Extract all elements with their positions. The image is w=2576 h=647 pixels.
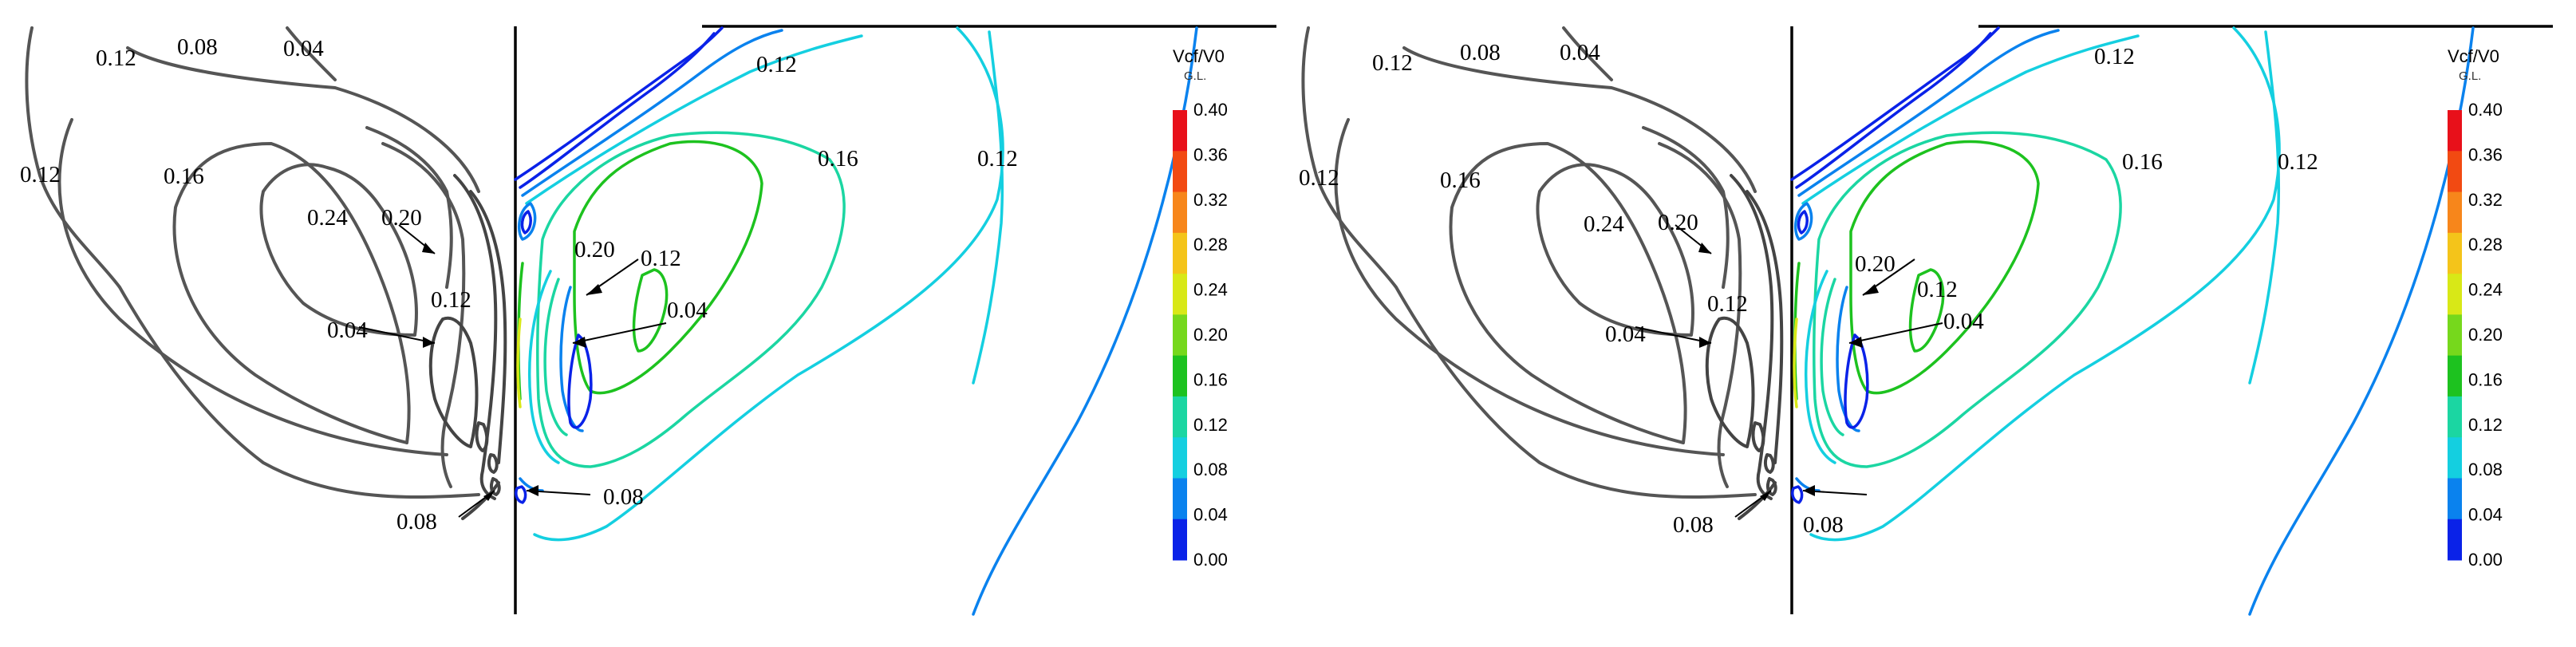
contour-label: 0.08 xyxy=(1460,40,1501,65)
colorbar-swatch xyxy=(2448,396,2462,438)
colorbar-swatch xyxy=(1173,151,1187,193)
colorbar-tick-label: 0.04 xyxy=(2468,505,2503,525)
contour-label: 0.12 xyxy=(431,287,471,313)
contour-label: 0.16 xyxy=(1440,168,1481,193)
colorbar-swatch xyxy=(1173,478,1187,520)
colorbar-swatch xyxy=(2448,151,2462,193)
contour-label: 0.16 xyxy=(2122,149,2163,175)
contour-label: 0.12 xyxy=(641,246,681,271)
panel-left-labels: 0.12 0.08 0.04 0.12 0.16 0.24 0.20 0.12 … xyxy=(20,34,1018,535)
colorbar-swatch xyxy=(1173,110,1187,152)
colorbar-swatch xyxy=(1173,396,1187,438)
colorbar-tick-label: 0.08 xyxy=(1193,460,1228,479)
colorbar-tick-label: 0.12 xyxy=(1193,415,1228,435)
colorbar-tick-label: 0.40 xyxy=(1193,100,1228,120)
contour-label: 0.12 xyxy=(96,45,136,71)
contour-label: 0.16 xyxy=(818,146,858,172)
colorbar-swatch xyxy=(1173,274,1187,315)
contour-label: 0.24 xyxy=(1584,211,1624,237)
colorbar-tick-label: 0.00 xyxy=(1193,550,1228,570)
panel-left: 0.12 0.08 0.04 0.12 0.16 0.24 0.20 0.12 … xyxy=(20,25,1279,616)
colorbar-swatch xyxy=(2448,519,2462,561)
contour-label: 0.12 xyxy=(20,162,61,187)
colorbar-swatch xyxy=(1173,519,1187,561)
colorbar-right: Vcf/V0 G.L. 0.40 0.36 0.32 0.28 0.24 0.20 0.16 0.… xyxy=(2448,46,2503,570)
colorbar-tick-label: 0.24 xyxy=(2468,280,2503,300)
colorbar-swatch xyxy=(1173,355,1187,397)
contour-label: 0.08 xyxy=(177,34,218,60)
contour-label: 0.04 xyxy=(327,318,368,343)
contour-label: 0.04 xyxy=(1605,322,1646,347)
colorbar-swatch xyxy=(2448,355,2462,397)
colorbar-title: Vcf/V0 xyxy=(2448,46,2499,66)
colorbar-swatch xyxy=(2448,110,2462,152)
colorbar-swatch xyxy=(2448,274,2462,315)
colorbar-tick-label: 0.24 xyxy=(1193,280,1228,300)
colorbar-title: Vcf/V0 xyxy=(1173,46,1225,66)
contour-label: 0.08 xyxy=(603,484,644,510)
colorbar-tick-label: 0.36 xyxy=(2468,144,2503,164)
contour-label: 0.20 xyxy=(1855,251,1896,277)
colorbar-swatch xyxy=(1173,437,1187,479)
colorbar-subtitle: G.L. xyxy=(2459,69,2481,83)
colorbar-tick-label: 0.04 xyxy=(1193,505,1228,525)
contour-label: 0.12 xyxy=(2094,44,2135,69)
colorbar-swatch xyxy=(2448,478,2462,520)
panel-right-labels: 0.12 0.08 0.04 0.12 0.16 0.24 0.20 0.12 … xyxy=(1299,40,2318,538)
colorbar-subtitle: G.L. xyxy=(1184,69,1206,83)
contour-label: 0.08 xyxy=(1673,512,1714,538)
contour-label: 0.12 xyxy=(1707,291,1748,317)
contour-label: 0.12 xyxy=(1299,165,1339,191)
colorbar-swatch xyxy=(2448,191,2462,234)
colorbar-tick-label: 0.16 xyxy=(2468,369,2503,389)
colorbar-tick-label: 0.36 xyxy=(1193,144,1228,164)
colorbar-swatch xyxy=(1173,232,1187,274)
colorbar-swatch xyxy=(2448,437,2462,479)
contour-label: 0.12 xyxy=(756,52,797,77)
contour-label: 0.12 xyxy=(2278,149,2318,175)
colorbar-tick-label: 0.16 xyxy=(1193,369,1228,389)
colorbar-tick-label: 0.32 xyxy=(2468,190,2503,210)
colorbar-tick-label: 0.12 xyxy=(2468,415,2503,435)
contour-label: 0.08 xyxy=(1803,512,1844,538)
colorbar-left: Vcf/V0 G.L. 0.40 0.36 0.32 0.28 0.24 0.20 0.16 0.… xyxy=(1173,46,1228,570)
contour-label: 0.04 xyxy=(283,36,324,61)
colorbar-swatch xyxy=(2448,314,2462,357)
contour-label: 0.20 xyxy=(381,205,422,231)
colorbar-tick-label: 0.28 xyxy=(1193,235,1228,254)
contour-label: 0.12 xyxy=(1917,277,1958,302)
contour-label: 0.04 xyxy=(1943,309,1984,334)
colorbar-swatch xyxy=(2448,232,2462,274)
colorbar-swatch xyxy=(1173,314,1187,357)
contour-label: 0.04 xyxy=(1560,40,1600,65)
colorbar-tick-label: 0.40 xyxy=(2468,100,2503,120)
contour-label: 0.16 xyxy=(164,164,204,189)
contour-label: 0.08 xyxy=(396,509,437,535)
colorbar-tick-label: 0.00 xyxy=(2468,550,2503,570)
colorbar-tick-label: 0.20 xyxy=(2468,325,2503,345)
colorbar-swatch xyxy=(1173,191,1187,234)
colorbar-tick-label: 0.32 xyxy=(1193,190,1228,210)
colorbar-tick-label: 0.08 xyxy=(2468,460,2503,479)
colorbar-tick-label: 0.20 xyxy=(1193,325,1228,345)
contour-label: 0.24 xyxy=(307,205,348,231)
contour-label: 0.12 xyxy=(977,146,1018,172)
panel-right: 0.12 0.08 0.04 0.12 0.16 0.24 0.20 0.12 … xyxy=(1299,25,2554,616)
contour-label: 0.12 xyxy=(1372,50,1413,76)
contour-label: 0.20 xyxy=(574,237,615,262)
colorbar-tick-label: 0.28 xyxy=(2468,235,2503,254)
contour-label: 0.20 xyxy=(1658,210,1698,235)
contour-label: 0.04 xyxy=(667,298,708,323)
